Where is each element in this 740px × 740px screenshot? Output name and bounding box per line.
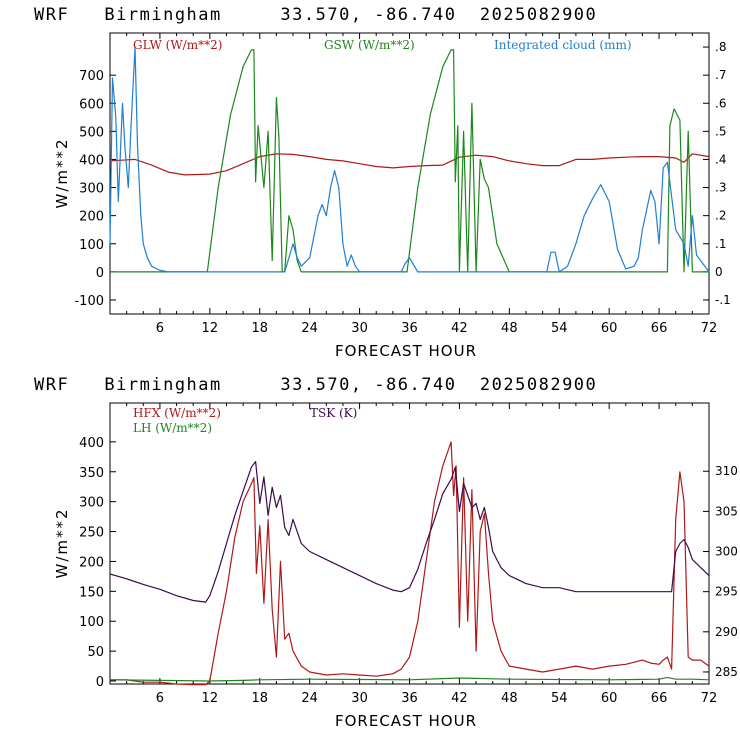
- x-tick-label: 24: [301, 691, 318, 706]
- y-tick-label: 100: [79, 615, 104, 630]
- y2-tick-label: .8: [715, 40, 726, 54]
- x-tick-label: 42: [451, 321, 468, 336]
- series-lines: [109, 46, 710, 273]
- y-tick-label: 100: [79, 238, 104, 253]
- y-axis-left: 0 50 100 150 200 250 300 350 400: [79, 436, 116, 690]
- legend-tsk: TSK (K): [310, 406, 357, 420]
- y-axis-title: W/m**2: [53, 507, 71, 578]
- x-axis-title: FORECAST HOUR: [335, 342, 477, 360]
- y-tick-label: 700: [79, 69, 104, 84]
- y2-tick-label: .5: [715, 124, 726, 138]
- y-tick-label: 300: [79, 182, 104, 197]
- x-axis-title: FORECAST HOUR: [335, 712, 477, 730]
- legend-hfx: HFX (W/m**2): [133, 406, 221, 420]
- y-tick-label: 350: [79, 466, 104, 481]
- series-line-glw: [109, 153, 710, 176]
- y2-tick-label: -.1: [715, 293, 731, 307]
- y2-tick-label: 0: [715, 265, 723, 279]
- y2-tick-label: 295: [715, 585, 738, 599]
- y2-tick-label: .1: [715, 237, 726, 251]
- y2-tick-label: .3: [715, 181, 726, 195]
- x-tick-label: 60: [601, 691, 618, 706]
- series-line-lh: [109, 676, 710, 682]
- y-tick-label: 50: [87, 645, 104, 660]
- x-tick-label: 60: [601, 321, 618, 336]
- chart-panel-radiation: WRF Birmingham 33.570, -86.740 202508290…: [34, 5, 731, 360]
- y-tick-label: 400: [79, 153, 104, 168]
- x-tick-label: 72: [701, 691, 718, 706]
- y-tick-label: 200: [79, 210, 104, 225]
- series-line-hfx: [110, 441, 710, 686]
- x-tick-label: 54: [551, 691, 568, 706]
- y-axis-left: -100 0 100 200 300 400 500 600 700: [74, 69, 116, 309]
- x-tick-label: 30: [351, 321, 368, 336]
- y-tick-label: 500: [79, 125, 104, 140]
- y2-tick-label: .6: [715, 96, 726, 110]
- legend-gsw: GSW (W/m**2): [324, 38, 415, 52]
- y-tick-label: 200: [79, 555, 104, 570]
- x-tick-label: 66: [651, 321, 668, 336]
- x-tick-label: 18: [251, 691, 268, 706]
- legend-lh: LH (W/m**2): [133, 421, 212, 435]
- y-tick-label: 150: [79, 585, 104, 600]
- y-axis-right: 285 290 295 300 305 310: [703, 464, 738, 679]
- x-tick-label: 6: [156, 321, 164, 336]
- plot-frame: [109, 402, 710, 685]
- y-tick-label: 400: [79, 436, 104, 451]
- y2-tick-label: 305: [715, 504, 738, 518]
- y-tick-label: 0: [96, 266, 104, 281]
- legend-cloud: Integrated cloud (mm): [494, 38, 632, 52]
- series-line-integrated: [109, 46, 710, 273]
- y-tick-label: 300: [79, 496, 104, 511]
- x-tick-label: 54: [551, 321, 568, 336]
- y2-tick-label: 290: [715, 625, 738, 639]
- series-lines: [109, 441, 710, 686]
- radiation-chart: 6 12 18 24 30 36 42 48 54 60 66 72 -100 0 100 200 300 40…: [53, 32, 731, 360]
- x-tick-label: 36: [401, 691, 418, 706]
- y2-tick-label: .7: [715, 68, 726, 82]
- y-axis-title: W/m**2: [53, 137, 71, 208]
- series-line-tsk: [109, 460, 710, 603]
- y2-tick-label: 310: [715, 464, 738, 478]
- x-tick-label: 48: [501, 321, 518, 336]
- x-tick-label: 30: [351, 691, 368, 706]
- flux-chart: 6 12 18 24 30 36 42 48 54 60 66 72 0 50 100 150 200 250 3…: [53, 402, 738, 730]
- x-tick-label: 48: [501, 691, 518, 706]
- y-tick-label: 0: [96, 675, 104, 690]
- x-tick-label: 12: [202, 321, 219, 336]
- x-tick-label: 66: [651, 691, 668, 706]
- y-tick-label: 250: [79, 526, 104, 541]
- x-tick-label: 36: [401, 321, 418, 336]
- y2-tick-label: 300: [715, 545, 738, 559]
- x-tick-label: 42: [451, 691, 468, 706]
- y-tick-label: 600: [79, 97, 104, 112]
- x-axis: 6 12 18 24 30 36 42 48 54 60 66 72: [126, 33, 718, 336]
- x-tick-label: 6: [156, 691, 164, 706]
- x-tick-label: 72: [701, 321, 718, 336]
- y2-tick-label: 285: [715, 665, 738, 679]
- x-tick-label: 12: [202, 691, 219, 706]
- legend-glw: GLW (W/m**2): [133, 38, 222, 52]
- y-tick-label: -100: [74, 294, 104, 309]
- series-line-gsw: [110, 49, 709, 273]
- x-tick-label: 24: [301, 321, 318, 336]
- y2-tick-label: .2: [715, 209, 726, 223]
- x-tick-label: 18: [251, 321, 268, 336]
- chart-panel-fluxes: WRF Birmingham 33.570, -86.740 202508290…: [0, 370, 740, 740]
- y-axis-right: -.1 0 .1 .2 .3 .4 .5 .6 .7 .8: [703, 40, 731, 307]
- chart-title: WRF Birmingham 33.570, -86.740 202508290…: [34, 5, 598, 25]
- chart-title: WRF Birmingham 33.570, -86.740 202508290…: [34, 375, 598, 395]
- y2-tick-label: .4: [715, 152, 726, 166]
